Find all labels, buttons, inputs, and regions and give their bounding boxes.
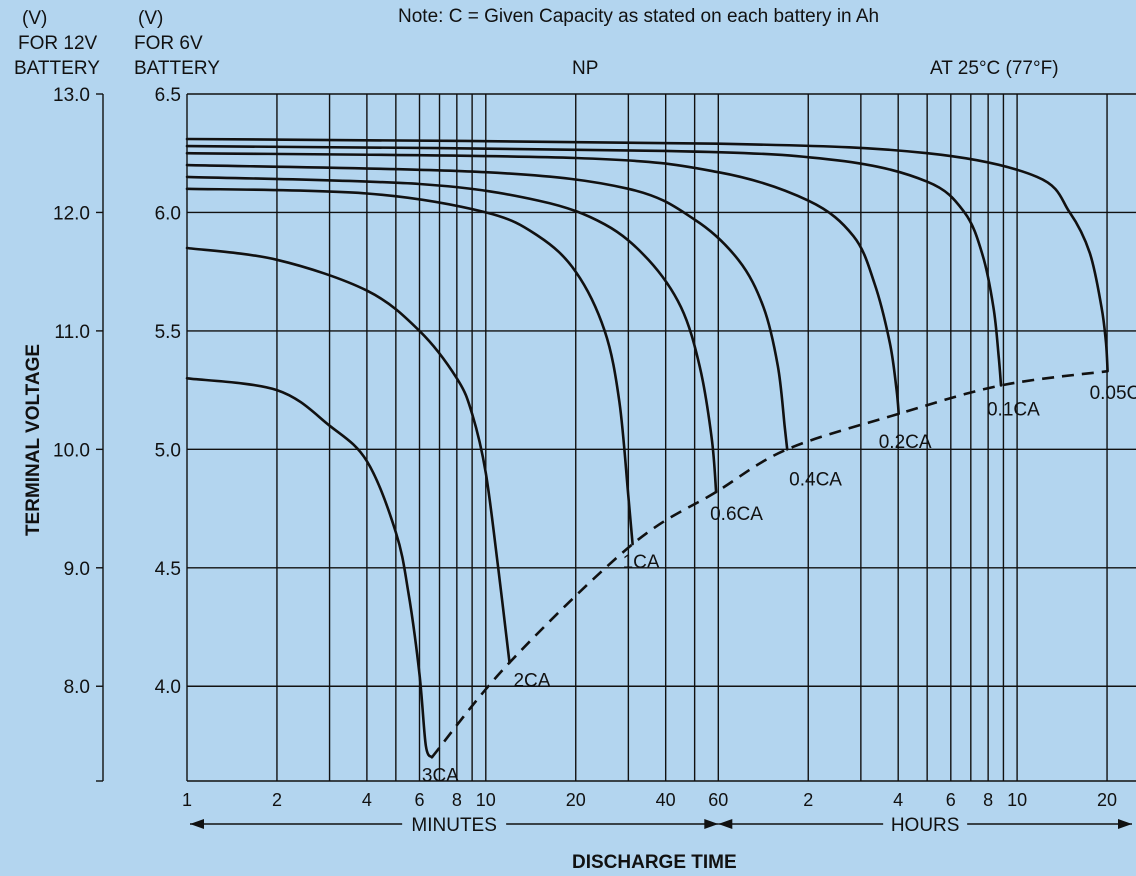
series-label-1CA: 1CA — [623, 552, 660, 573]
series-line-0.6CA — [185, 175, 718, 494]
x-tick-8: 60 — [708, 790, 728, 810]
x-axis-label: DISCHARGE TIME — [572, 852, 737, 873]
x-tick-1: 2 — [272, 790, 282, 810]
series-label-0.4CA: 0.4CA — [789, 469, 842, 490]
left-axis-header-line-3: BATTERY — [14, 58, 100, 79]
series-line-2CA — [185, 246, 511, 664]
y-tick-6v-4.0: 4.0 — [155, 677, 181, 698]
minutes-arrow-end-head — [704, 819, 719, 829]
temperature-condition: AT 25°C (77°F) — [930, 58, 1059, 79]
x-tick-3: 6 — [414, 790, 424, 810]
series-label-3CA: 3CA — [422, 765, 459, 786]
left-axis-header-line-2: FOR 12V — [18, 33, 98, 54]
hours-range-label: HOURS — [891, 815, 960, 836]
y-tick-12v-8.0: 8.0 — [64, 677, 90, 698]
series-label-0.05CA: 0.05CA — [1090, 383, 1136, 404]
series-line-0.05CA — [185, 137, 1109, 373]
y-tick-6v-4.5: 4.5 — [155, 559, 181, 580]
x-tick-12: 8 — [983, 790, 993, 810]
chart-note: Note: C = Given Capacity as stated on ea… — [398, 6, 880, 27]
right-axis-header: (V) FOR 6V BATTERY — [134, 6, 220, 81]
series-label-0.2CA: 0.2CA — [879, 432, 932, 453]
series-line-0.1CA — [185, 144, 1003, 387]
series-label-2CA: 2CA — [513, 671, 550, 692]
y-tick-12v-10.0: 10.0 — [53, 440, 90, 461]
chart-title: NP — [572, 58, 599, 79]
right-axis-header-line-2: FOR 6V — [134, 33, 203, 54]
series-line-1CA — [185, 187, 634, 546]
x-tick-7: 40 — [656, 790, 676, 810]
x-tick-14: 20 — [1097, 790, 1117, 810]
x-tick-10: 4 — [893, 790, 903, 810]
series-label-0.6CA: 0.6CA — [710, 504, 763, 525]
series-line-0.2CA — [185, 151, 900, 416]
x-tick-6: 20 — [566, 790, 586, 810]
x-tick-5: 10 — [476, 790, 496, 810]
x-tick-9: 2 — [803, 790, 813, 810]
right-axis-header-line-1: (V) — [138, 8, 164, 29]
hours-arrow-start-head — [718, 819, 733, 829]
x-tick-13: 10 — [1007, 790, 1027, 810]
x-tick-0: 1 — [182, 790, 192, 810]
left-axis-header-line-1: (V) — [22, 8, 48, 29]
y-tick-6v-6.5: 6.5 — [155, 85, 181, 106]
cutoff-voltage-dashed-line — [430, 369, 1108, 759]
left-axis-header: (V) FOR 12V BATTERY — [14, 6, 100, 81]
y-tick-12v-13.0: 13.0 — [53, 85, 90, 106]
y-tick-12v-12.0: 12.0 — [53, 203, 90, 224]
hours-arrow-end-head — [1118, 819, 1132, 829]
right-axis-header-line-3: BATTERY — [134, 58, 220, 79]
y-tick-6v-5.5: 5.5 — [155, 322, 181, 343]
x-tick-11: 6 — [946, 790, 956, 810]
series-label-0.1CA: 0.1CA — [987, 399, 1040, 420]
series-line-3CA — [185, 377, 434, 759]
series-line-0.4CA — [185, 163, 789, 451]
minutes-range-label: MINUTES — [411, 815, 497, 836]
minutes-arrow-start-head — [190, 819, 204, 829]
y-tick-12v-9.0: 9.0 — [64, 559, 90, 580]
x-tick-2: 4 — [362, 790, 372, 810]
y-tick-6v-6.0: 6.0 — [155, 203, 181, 224]
y-tick-6v-5.0: 5.0 — [155, 440, 181, 461]
y-tick-12v-11.0: 11.0 — [54, 322, 90, 343]
x-tick-4: 8 — [452, 790, 462, 810]
